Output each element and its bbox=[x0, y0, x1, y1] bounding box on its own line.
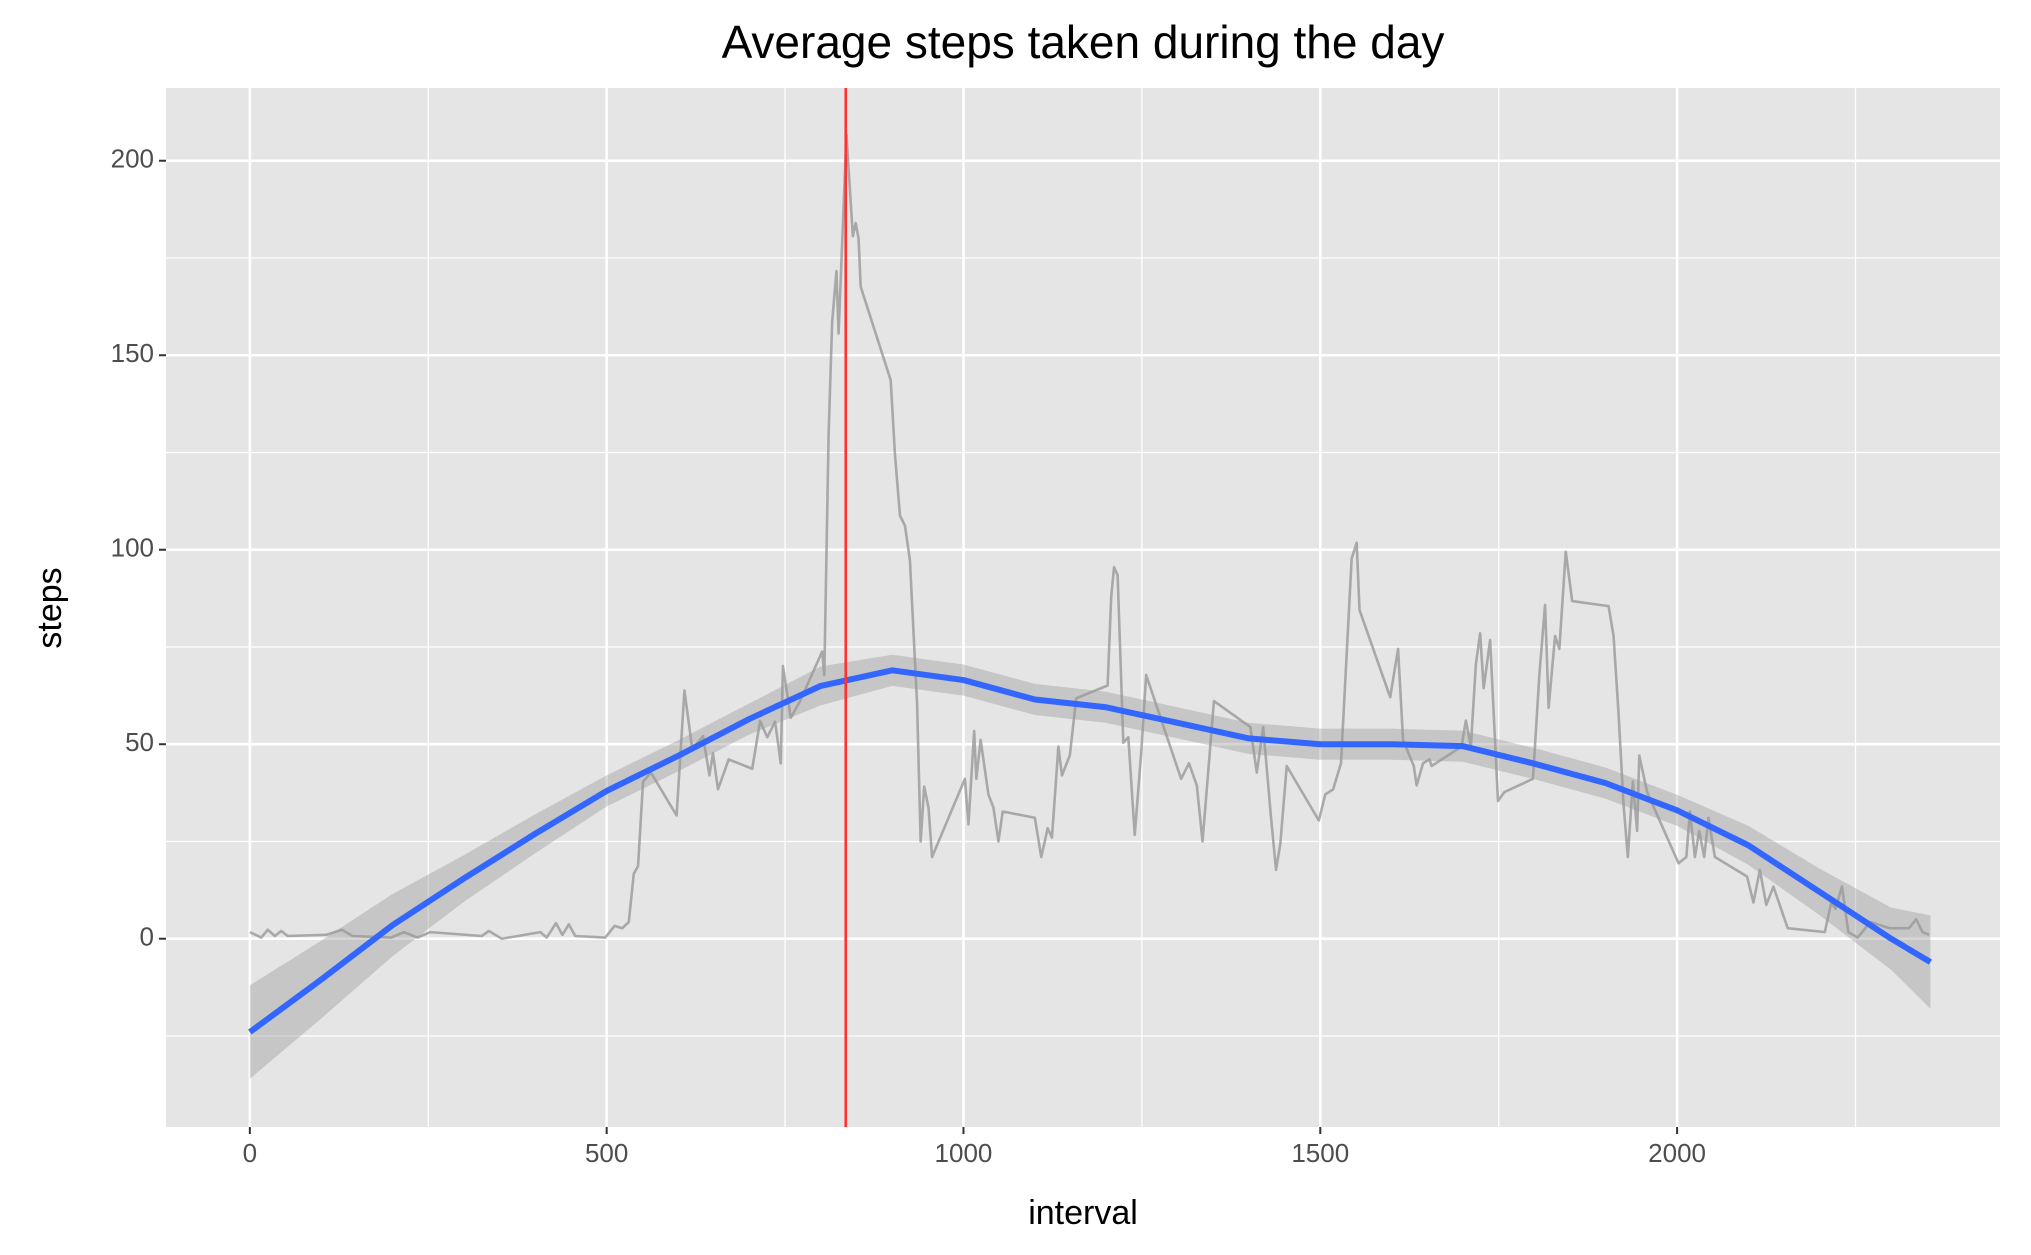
x-axis-title: interval bbox=[1028, 1194, 1138, 1232]
data-line bbox=[249, 133, 1930, 941]
x-tick-label: 1500 bbox=[1291, 1138, 1349, 1168]
x-tick-label: 2000 bbox=[1648, 1138, 1706, 1168]
y-tick-label: 150 bbox=[111, 338, 154, 368]
x-tick-label: 500 bbox=[585, 1138, 628, 1168]
y-tick-label: 200 bbox=[111, 144, 154, 174]
smooth-line bbox=[248, 667, 1932, 1035]
x-tick-label: 1000 bbox=[935, 1138, 993, 1168]
y-tick-label: 100 bbox=[111, 533, 154, 563]
plot-area bbox=[248, 133, 1932, 1079]
chart-title: Average steps taken during the day bbox=[722, 16, 1445, 68]
y-tick-label: 50 bbox=[125, 727, 154, 757]
y-axis-title: steps bbox=[31, 567, 69, 648]
y-tick-label: 0 bbox=[140, 922, 154, 952]
plot-panel bbox=[166, 88, 2000, 1127]
x-tick-label: 0 bbox=[243, 1138, 257, 1168]
